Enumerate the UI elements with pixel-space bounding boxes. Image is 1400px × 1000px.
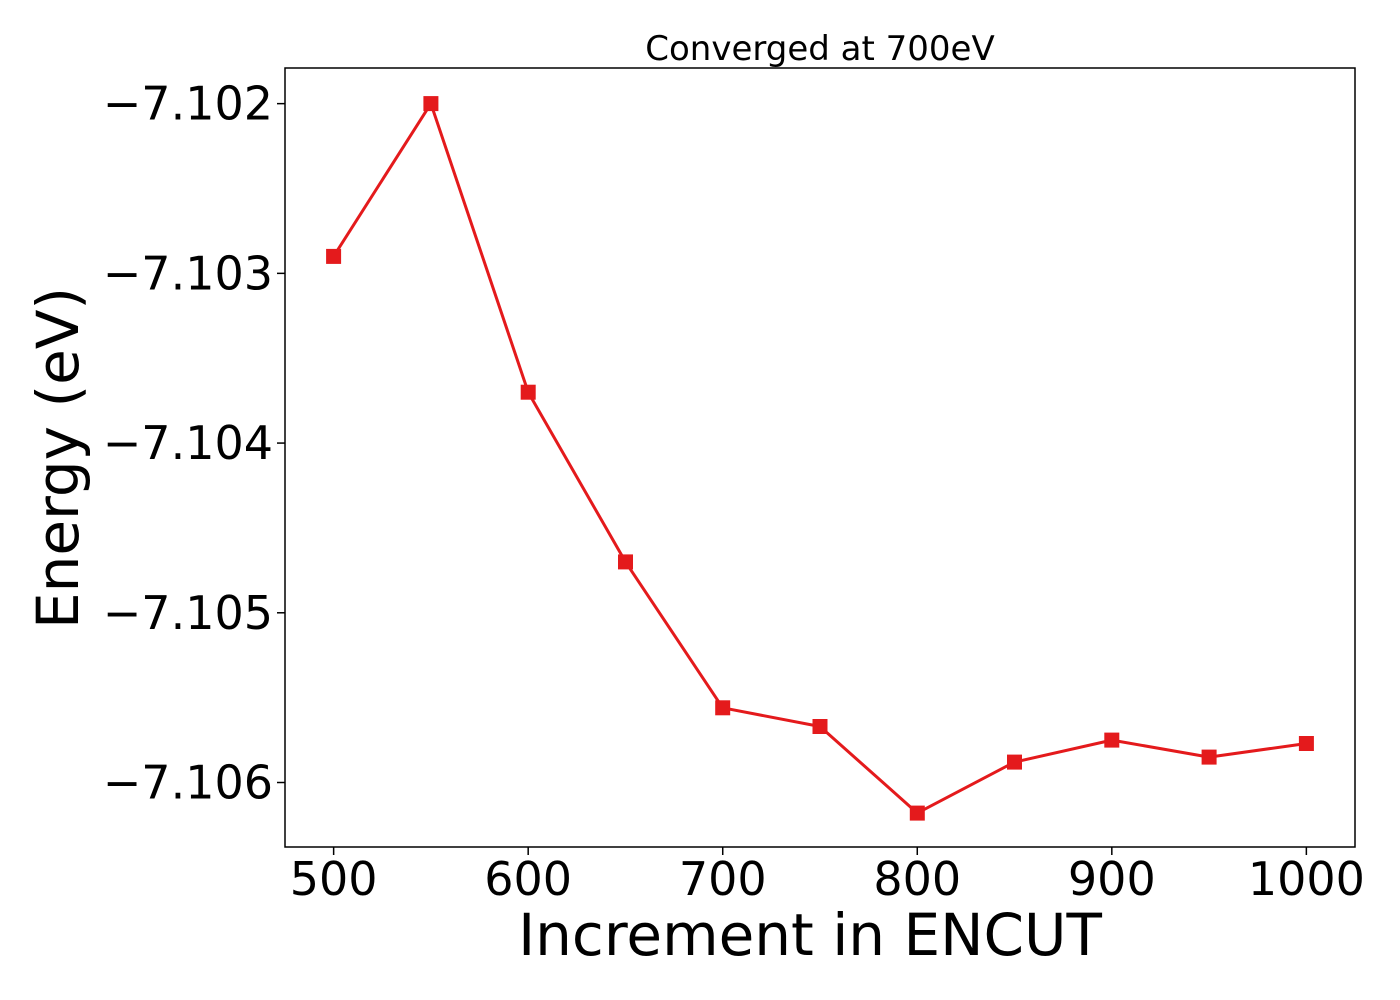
y-tick-label: −7.105 <box>103 586 273 640</box>
data-point-800 <box>909 805 925 821</box>
chart-title: Converged at 700eV <box>645 29 994 69</box>
x-tick-label: 500 <box>290 852 378 906</box>
data-point-850 <box>1007 754 1022 770</box>
y-axis-label: Energy (eV) <box>24 287 92 629</box>
data-point-550 <box>423 96 439 112</box>
y-axis: −7.102 −7.103 −7.104 −7.105 −7.106 <box>103 77 285 810</box>
y-tick-label: −7.104 <box>103 416 273 470</box>
x-tick-label: 1000 <box>1248 852 1365 906</box>
series-layer <box>326 96 1314 821</box>
data-point-700 <box>715 700 731 716</box>
data-point-900 <box>1104 732 1120 748</box>
plot-frame <box>284 67 1356 848</box>
x-tick-label: 900 <box>1068 852 1156 906</box>
data-point-600 <box>520 384 536 400</box>
data-point-750 <box>812 719 828 734</box>
data-point-1000 <box>1298 736 1314 751</box>
y-tick-label: −7.102 <box>103 77 273 131</box>
data-point-500 <box>326 248 342 264</box>
data-point-650 <box>618 554 633 570</box>
x-axis: 500 600 700 800 900 1000 <box>290 847 1365 906</box>
x-tick-label: 700 <box>679 852 767 906</box>
y-tick-label: −7.103 <box>103 246 273 300</box>
plot-area: 500 600 700 800 900 1000 −7.102−7.103−7.104−7… <box>103 67 1365 906</box>
x-tick-label: 600 <box>484 852 572 906</box>
data-point-950 <box>1201 749 1217 765</box>
y-tick-label: −7.106 <box>103 756 273 810</box>
x-axis-label: Increment in ENCUT <box>518 901 1102 969</box>
x-tick-label: 800 <box>873 852 961 906</box>
